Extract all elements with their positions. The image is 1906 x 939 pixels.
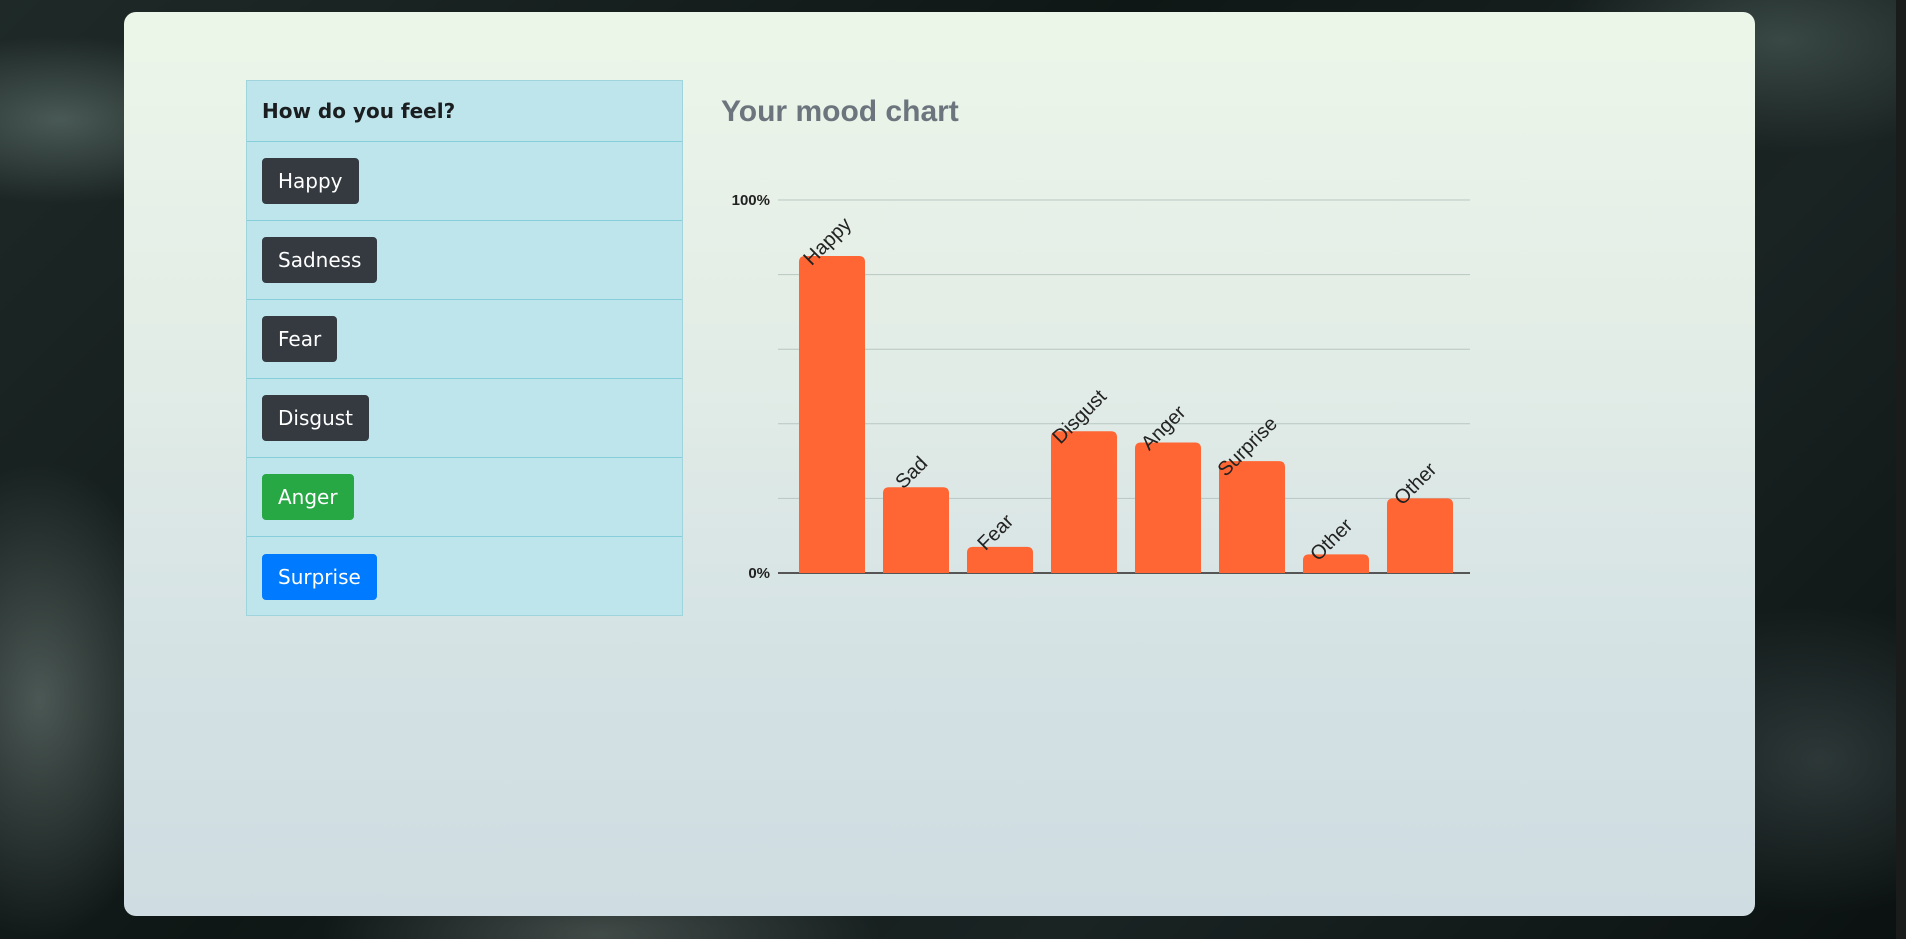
sadness-button[interactable]: Sadness <box>262 237 378 283</box>
panel-row-happy: Happy <box>247 142 682 221</box>
window-edge <box>1896 0 1906 939</box>
bar-other <box>1303 554 1369 573</box>
bar-disgust <box>1051 431 1117 573</box>
bar-fear <box>967 546 1033 573</box>
surprise-button[interactable]: Surprise <box>262 553 377 600</box>
panel-row-sadness: Sadness <box>247 221 682 300</box>
fear-button[interactable]: Fear <box>262 316 338 362</box>
panel-row-surprise: Surprise <box>247 537 682 616</box>
panel-row-fear: Fear <box>247 300 682 379</box>
panel-title: How do you feel? <box>247 81 682 142</box>
bar-happy <box>799 255 865 573</box>
chart-title: Your mood chart <box>721 95 959 128</box>
bar-sad <box>883 487 949 573</box>
anger-button[interactable]: Anger <box>262 474 354 520</box>
mood-panel: How do you feel? Happy Sadness Fear Disg… <box>246 80 683 616</box>
y-tick-label: 0% <box>748 565 770 582</box>
happy-button[interactable]: Happy <box>262 158 359 204</box>
panel-row-anger: Anger <box>247 458 682 537</box>
panel-row-disgust: Disgust <box>247 379 682 458</box>
bar-surprise <box>1219 461 1285 573</box>
main-card: How do you feel? Happy Sadness Fear Disg… <box>124 12 1755 916</box>
y-tick-label: 100% <box>732 192 770 209</box>
bar-anger <box>1135 442 1201 573</box>
bar-other <box>1387 498 1453 573</box>
disgust-button[interactable]: Disgust <box>262 395 370 441</box>
